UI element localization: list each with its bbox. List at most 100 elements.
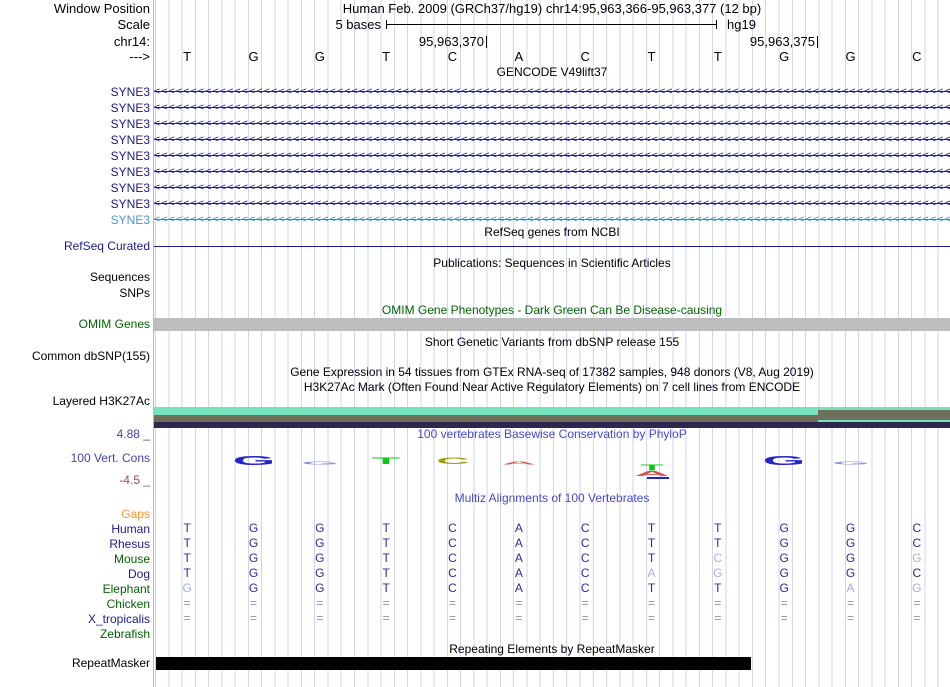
gene-exon-line[interactable]: <<<<<<<<<<<<<<<<<<<<<<<<<<<<<<<<<<<<<<<<… [154, 132, 950, 148]
refseq-curated-label[interactable]: RefSeq Curated [63, 239, 150, 253]
reference-base: G [314, 49, 325, 64]
reference-base: C [447, 49, 458, 64]
phylop-logo-letter: G [762, 453, 806, 469]
scale-label: Scale [117, 17, 150, 32]
alignment-base: T [714, 521, 722, 535]
chrom-label: chr14: [113, 34, 150, 49]
repeatmasker-element-bar[interactable] [156, 657, 751, 670]
vert-cons-label[interactable]: 100 Vert. Cons [70, 451, 150, 465]
track-title-publications[interactable]: Publications: Sequences in Scientific Ar… [433, 256, 671, 270]
alignment-base: T [183, 536, 191, 550]
alignment-base: = [515, 596, 523, 610]
h3k27ac-layer-dark[interactable] [154, 422, 950, 428]
h3k27ac-layer-teal2-right[interactable] [818, 420, 950, 422]
gene-exon-line[interactable]: <<<<<<<<<<<<<<<<<<<<<<<<<<<<<<<<<<<<<<<<… [154, 84, 950, 100]
conservation-max-tick: 4.88 _ [116, 427, 150, 441]
gene-line-axis [154, 139, 950, 140]
gene-exon-line[interactable]: <<<<<<<<<<<<<<<<<<<<<<<<<<<<<<<<<<<<<<<<… [154, 196, 950, 212]
alignment-base: T [382, 521, 390, 535]
gene-label-syne3[interactable]: SYNE3 [110, 197, 150, 211]
species-label-human[interactable]: Human [111, 522, 150, 536]
alignment-base: G [912, 551, 922, 565]
gene-label-syne3[interactable]: SYNE3 [110, 133, 150, 147]
alignment-base: T [183, 551, 191, 565]
phylop-logo-letter: C [435, 455, 470, 467]
h3k27ac-layer-gray-left[interactable] [154, 415, 818, 422]
h3k27ac-layer-gray-right[interactable] [818, 410, 950, 420]
track-title-conservation[interactable]: 100 vertebrates Basewise Conservation by… [417, 427, 687, 441]
track-title-multiz[interactable]: Multiz Alignments of 100 Vertebrates [454, 491, 650, 505]
alignment-base: T [647, 521, 656, 535]
track-title-refseq[interactable]: RefSeq genes from NCBI [484, 225, 620, 239]
gene-label-syne3[interactable]: SYNE3 [110, 181, 150, 195]
alignment-base: C [448, 536, 457, 550]
gene-label-syne3[interactable]: SYNE3 [110, 213, 150, 227]
gene-label-syne3[interactable]: SYNE3 [110, 149, 150, 163]
species-label-gaps[interactable]: Gaps [121, 507, 150, 521]
omim-genes-bar[interactable] [154, 318, 950, 331]
gene-label-syne3[interactable]: SYNE3 [110, 117, 150, 131]
alignment-base: A [647, 566, 656, 580]
phylop-logo-letter: A [501, 460, 537, 466]
window-position-label: Window Position [53, 1, 150, 16]
repeatmasker-label[interactable]: RepeatMasker [71, 656, 150, 670]
species-label-rhesus[interactable]: Rhesus [109, 537, 150, 551]
gene-exon-line[interactable]: <<<<<<<<<<<<<<<<<<<<<<<<<<<<<<<<<<<<<<<<… [154, 164, 950, 180]
alignment-base: = [249, 611, 258, 625]
sequences-label[interactable]: Sequences [89, 270, 150, 284]
track-title-dbsnp[interactable]: Short Genetic Variants from dbSNP releas… [424, 335, 680, 349]
layered-h3k27ac-label[interactable]: Layered H3K27Ac [52, 394, 150, 408]
reference-base: A [514, 49, 524, 64]
reference-base: G [248, 49, 259, 64]
refseq-gene-line[interactable] [154, 246, 950, 247]
track-title-h3k27ac[interactable]: H3K27Ac Mark (Often Found Near Active Re… [303, 380, 801, 394]
track-title-repeatmasker[interactable]: Repeating Elements by RepeatMasker [449, 642, 655, 656]
gene-exon-line[interactable]: <<<<<<<<<<<<<<<<<<<<<<<<<<<<<<<<<<<<<<<<… [154, 116, 950, 132]
alignment-base: = [382, 611, 390, 625]
alignment-base: T [382, 566, 390, 580]
gene-label-syne3[interactable]: SYNE3 [110, 101, 150, 115]
alignment-base: = [846, 596, 855, 610]
grid-guidelines [155, 0, 950, 687]
alignment-base: = [913, 611, 921, 625]
alignment-base: G [248, 566, 259, 580]
alignment-base: C [448, 551, 457, 565]
alignment-base: G [248, 551, 259, 565]
gene-exon-line[interactable]: <<<<<<<<<<<<<<<<<<<<<<<<<<<<<<<<<<<<<<<<… [154, 148, 950, 164]
alignment-base: G [713, 566, 723, 580]
coord-right-tick [817, 36, 818, 48]
gene-label-syne3[interactable]: SYNE3 [110, 165, 150, 179]
gene-exon-line[interactable]: <<<<<<<<<<<<<<<<<<<<<<<<<<<<<<<<<<<<<<<<… [154, 100, 950, 116]
species-label-chicken[interactable]: Chicken [106, 597, 150, 611]
reference-base: G [779, 49, 790, 64]
gene-line-axis [154, 187, 950, 188]
gene-exon-line[interactable]: <<<<<<<<<<<<<<<<<<<<<<<<<<<<<<<<<<<<<<<<… [154, 180, 950, 196]
h3k27ac-layer-teal-right[interactable] [818, 407, 950, 410]
alignment-base: T [714, 536, 722, 550]
track-title-gencode[interactable]: GENCODE V49lift37 [496, 65, 608, 79]
species-label-mouse[interactable]: Mouse [113, 552, 150, 566]
alignment-base: G [182, 581, 192, 595]
phylop-negative-glyph-a: A [634, 470, 669, 478]
alignment-base: C [448, 581, 457, 595]
species-label-dog[interactable]: Dog [127, 567, 150, 581]
alignment-base: = [448, 611, 457, 625]
alignment-base: T [714, 581, 722, 595]
track-title-omim[interactable]: OMIM Gene Phenotypes - Dark Green Can Be… [381, 303, 723, 317]
track-title-gtex[interactable]: Gene Expression in 54 tissues from GTEx … [290, 365, 814, 379]
alignment-base: = [581, 611, 589, 625]
scale-ruler-left-tick [386, 20, 387, 29]
alignment-base: G [315, 581, 325, 595]
snps-label[interactable]: SNPs [119, 286, 150, 300]
species-label-x_tropicalis[interactable]: X_tropicalis [87, 612, 150, 626]
strand-arrow-label[interactable]: ---> [129, 49, 150, 64]
gene-exon-line[interactable]: <<<<<<<<<<<<<<<<<<<<<<<<<<<<<<<<<<<<<<<<… [154, 212, 950, 228]
omim-genes-label[interactable]: OMIM Genes [78, 317, 150, 331]
h3k27ac-layer-teal-left[interactable] [154, 407, 818, 415]
alignment-base: T [647, 551, 656, 565]
species-label-elephant[interactable]: Elephant [102, 582, 150, 596]
alignment-base: T [382, 536, 390, 550]
common-dbsnp-label[interactable]: Common dbSNP(155) [31, 349, 150, 363]
species-label-zebrafish[interactable]: Zebrafish [99, 627, 150, 641]
gene-label-syne3[interactable]: SYNE3 [110, 85, 150, 99]
